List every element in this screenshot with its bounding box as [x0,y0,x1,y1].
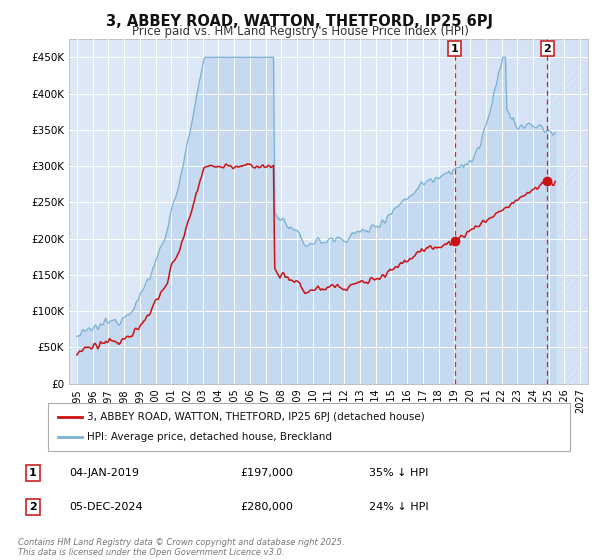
Text: 24% ↓ HPI: 24% ↓ HPI [369,502,428,512]
Bar [547,39,588,384]
Bar [455,39,547,384]
Text: HPI: Average price, detached house, Breckland: HPI: Average price, detached house, Brec… [87,432,332,442]
FancyBboxPatch shape [48,403,570,451]
Text: Price paid vs. HM Land Registry's House Price Index (HPI): Price paid vs. HM Land Registry's House … [131,25,469,38]
Text: £197,000: £197,000 [240,468,293,478]
Text: 2: 2 [544,44,551,54]
Text: Contains HM Land Registry data © Crown copyright and database right 2025.
This d: Contains HM Land Registry data © Crown c… [18,538,344,557]
Text: 3, ABBEY ROAD, WATTON, THETFORD, IP25 6PJ (detached house): 3, ABBEY ROAD, WATTON, THETFORD, IP25 6P… [87,412,425,422]
Text: 1: 1 [29,468,37,478]
Text: 05-DEC-2024: 05-DEC-2024 [69,502,143,512]
Text: 3, ABBEY ROAD, WATTON, THETFORD, IP25 6PJ: 3, ABBEY ROAD, WATTON, THETFORD, IP25 6P… [107,14,493,29]
Text: 2: 2 [29,502,37,512]
Text: 1: 1 [451,44,458,54]
Text: 04-JAN-2019: 04-JAN-2019 [69,468,139,478]
Text: 35% ↓ HPI: 35% ↓ HPI [369,468,428,478]
Text: £280,000: £280,000 [240,502,293,512]
